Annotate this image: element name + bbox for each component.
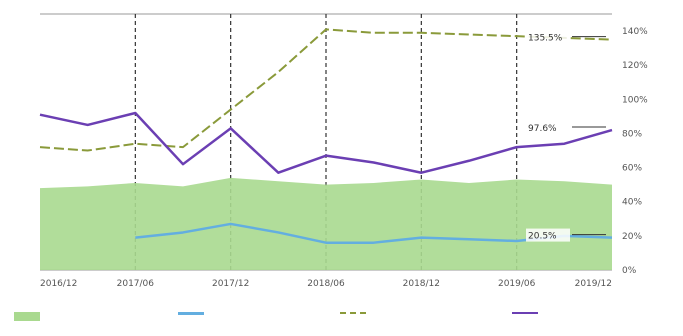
legend-swatch-1 (14, 312, 40, 321)
y-tick-label: 100% (622, 95, 648, 105)
chart-plot: 0% 20% 40% 60% 80% 100% 120% 140% 2016/12 2017/06… (39, 13, 648, 289)
legend-item-4 (512, 312, 546, 314)
x-tick-label: 2017/06 (117, 279, 155, 289)
x-tick-label: 2018/06 (307, 279, 345, 289)
end-label-bg (526, 228, 570, 242)
legend-swatch-2 (178, 312, 204, 315)
x-tick-label: 2016/12 (40, 279, 77, 289)
y-tick-label: 20% (622, 232, 642, 242)
y-tick-label: 140% (622, 27, 648, 37)
x-tick-label: 2017/12 (212, 279, 249, 289)
end-label: 20.5% (528, 232, 557, 242)
y-tick-label: 40% (622, 198, 642, 208)
y-tick-label: 0% (622, 266, 637, 276)
end-label-bg (526, 30, 570, 44)
end-label: 135.5% (528, 34, 563, 44)
x-tick-label: 2019/12 (575, 279, 612, 289)
legend-item-1 (14, 312, 48, 321)
series-line-3 (39, 28, 613, 152)
end-label: 97.6% (528, 124, 557, 134)
legend-item-3 (340, 312, 374, 314)
series-line-4 (39, 111, 613, 174)
y-tick-label: 80% (622, 129, 642, 139)
legend (0, 306, 683, 332)
legend-swatch-4 (512, 312, 538, 314)
y-tick-label: 60% (622, 164, 642, 174)
x-tick-label: 2019/06 (498, 279, 536, 289)
series-area (40, 177, 612, 270)
y-tick-label: 120% (622, 61, 648, 71)
legend-swatch-3 (340, 312, 366, 314)
end-label-bg (526, 121, 570, 135)
legend-item-2 (178, 312, 212, 315)
x-tick-label: 2018/12 (403, 279, 440, 289)
